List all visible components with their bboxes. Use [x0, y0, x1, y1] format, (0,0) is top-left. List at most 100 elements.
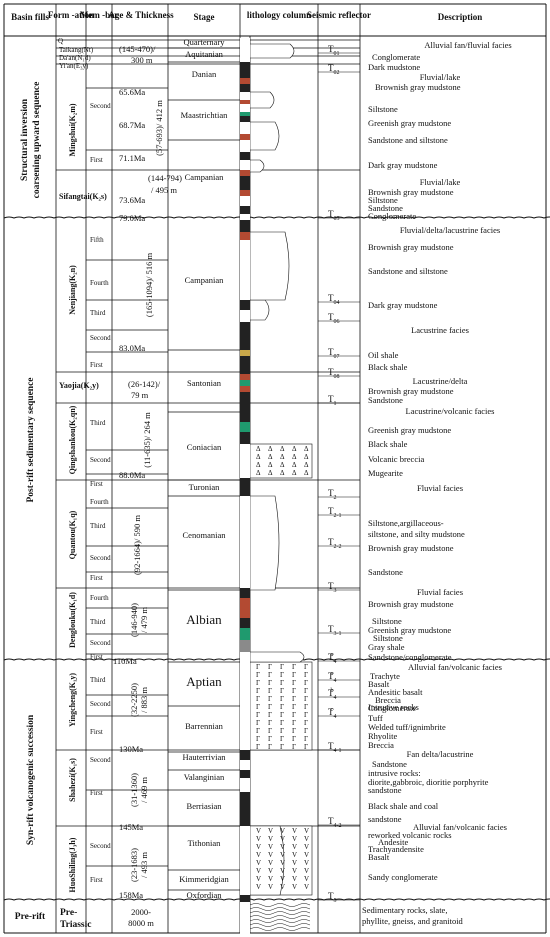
formation-yaojia: Yaojia(K₂y) — [59, 381, 99, 390]
lithology-layer-36 — [240, 432, 250, 444]
volcanic-symbol: V — [292, 835, 297, 843]
volcanic-symbol: Γ — [280, 671, 284, 679]
formation-nenjiang: Nenjiang(K₂n) — [68, 265, 77, 315]
desc-siltstone-2: Siltstone — [368, 195, 398, 205]
volcanic-symbol: Γ — [292, 719, 296, 727]
volcanic-symbol: Δ — [256, 469, 261, 477]
lithology-layer-4 — [240, 78, 250, 84]
desc-lacustrine-facies: Lacustrine facies — [411, 325, 469, 335]
member-nenjiang-fifth: Fifth — [90, 236, 104, 244]
sandstone-lens-7 — [249, 651, 305, 663]
volcanic-symbol: V — [304, 867, 309, 875]
volcanic-symbol: V — [280, 843, 285, 851]
seismic-reflector-sub-5: 07 — [334, 354, 340, 360]
formation-yingcheng: Yingcheng(K₁y) — [68, 673, 77, 727]
lithology-layer-8 — [240, 104, 250, 112]
lithology-layer-14 — [240, 152, 250, 160]
formation-pre-triassic-1: Pre- — [60, 908, 77, 918]
seismic-reflector-13: T4a — [328, 652, 337, 665]
formation-denglouku: Denglouku(K₁d) — [68, 592, 77, 648]
volcanic-symbol: Γ — [268, 703, 272, 711]
desc-trachyte: Trachyte — [370, 671, 400, 681]
volcanic-symbol: Γ — [304, 719, 308, 727]
member-yingcheng-second: Second — [90, 700, 111, 708]
desc-tuff: Tuff — [368, 713, 383, 723]
volcanic-symbol: Γ — [280, 711, 284, 719]
volcanic-symbol: Γ — [256, 687, 260, 695]
desc-conglomerate-1: Conglomerate — [372, 52, 420, 62]
volcanic-symbol: Γ — [292, 679, 296, 687]
volcanic-symbol: Γ — [292, 711, 296, 719]
basin-fill-structural-1: Structural inversion — [20, 98, 30, 181]
volcanic-symbol: Γ — [256, 743, 260, 751]
seismic-reflector-sub-7: 1 — [334, 401, 337, 407]
lithology-layer-37 — [240, 444, 250, 478]
sandstone-lens-3 — [249, 159, 265, 173]
lithology-layer-15 — [240, 160, 250, 170]
desc-brownish-6: Brownish gray mudstone — [368, 599, 454, 609]
volcanic-symbol: Δ — [292, 469, 297, 477]
lithology-layer-26 — [240, 310, 250, 322]
stage-aptian: Aptian — [186, 674, 222, 689]
member-denglouku-fourth: Fourth — [90, 594, 109, 602]
seismic-reflector-15: T4b — [328, 688, 337, 701]
volcanic-symbol: Γ — [256, 727, 260, 735]
lithology-layer-54 — [240, 902, 250, 935]
desc-dark-gray-2: Dark gray mudstone — [368, 300, 438, 310]
member-denglouku-third: Third — [90, 618, 106, 626]
seismic-reflector-14: T4a — [328, 671, 337, 684]
age-65-6: 65.6Ma — [119, 87, 145, 97]
member-yingcheng-first: First — [90, 728, 103, 736]
seismic-reflector-sub-15: 4 — [334, 695, 337, 701]
seismic-reflector-sup-16: c — [331, 707, 334, 713]
seismic-reflector-2: T03 — [328, 209, 340, 222]
seismic-reflector-sub-2: 03 — [334, 216, 340, 222]
lithology-layer-9 — [240, 112, 250, 116]
basin-fill-pre-rift: Pre-rift — [15, 912, 46, 922]
volcanic-symbol: Γ — [292, 703, 296, 711]
desc-black-shale-coal: Black shale and coal — [368, 801, 439, 811]
volcanic-block-0 — [249, 443, 313, 479]
volcanic-symbol: Δ — [280, 453, 285, 461]
header-stage: Stage — [194, 12, 215, 22]
volcanic-symbol: V — [256, 835, 261, 843]
volcanic-symbol: Γ — [268, 727, 272, 735]
metamorphic-wave — [249, 923, 311, 927]
volcanic-symbol: Γ — [268, 743, 272, 751]
seismic-reflector-sub-17: 4-1 — [334, 748, 342, 754]
sandstone-lens-5 — [249, 299, 270, 321]
lithology-layer-30 — [240, 374, 250, 380]
stage-tithonian: Tithonian — [188, 838, 222, 848]
desc-conglomerate-2: Conglomerate — [368, 211, 416, 221]
formation-huoshiling: HuoShiling(J₃h) — [68, 837, 77, 892]
lithology-layer-47 — [240, 750, 250, 760]
thickness-mingshui: (57-693)/ 412 m — [154, 100, 164, 156]
member-denglouku-first: First — [90, 653, 103, 661]
volcanic-symbol: Γ — [256, 735, 260, 743]
formation-pre-triassic-2: Triassic — [60, 920, 92, 930]
seismic-reflector-sub-12: 3-1 — [334, 631, 342, 637]
volcanic-symbol: Γ — [280, 703, 284, 711]
member-quantou-fourth: Fourth — [90, 498, 109, 506]
thickness-qingshankou: (11-635)/ 264 m — [142, 412, 152, 468]
lithology-layer-25 — [240, 300, 250, 310]
seismic-reflector-sub-9: 2-1 — [334, 513, 342, 519]
member-huoshiling-first: First — [90, 876, 103, 884]
volcanic-symbol: V — [268, 859, 273, 867]
desc-trachyandensite: Trachyandensite — [368, 844, 424, 854]
lithology-layer-53 — [240, 895, 250, 902]
metamorphic-wave — [249, 927, 311, 931]
volcanic-symbol: Δ — [304, 445, 309, 453]
thickness-pre-triassic-range: 2000- — [131, 907, 151, 917]
desc-rhyolite: Rhyolite — [368, 731, 398, 741]
desc-breccia-2: Breccia — [368, 740, 394, 750]
volcanic-symbol: Γ — [256, 703, 260, 711]
volcanic-symbol: V — [292, 875, 297, 883]
volcanic-symbol: V — [256, 883, 261, 891]
age-neogene-thickness: 300 m — [131, 55, 153, 65]
metamorphic-wave — [249, 907, 311, 911]
lithology-layer-32 — [240, 386, 250, 392]
stage-coniacian: Coniacian — [187, 442, 222, 452]
lithology-layer-35 — [240, 422, 250, 432]
seismic-reflector-12: T3-1 — [328, 624, 342, 637]
